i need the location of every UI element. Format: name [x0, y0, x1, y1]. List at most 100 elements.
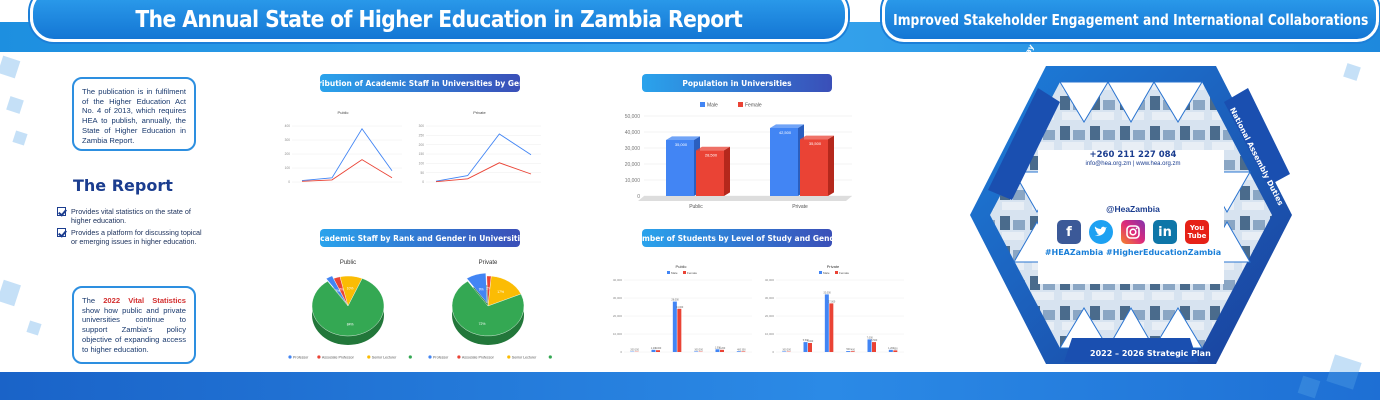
level-bar-chart-private: Private Male Female 40,000 30,000 20,000 10,00…: [765, 264, 904, 354]
series-line-male: [301, 127, 393, 182]
legend-swatch-male: [819, 271, 822, 274]
bar-female: [872, 342, 876, 352]
data-label: 32,000: [823, 291, 831, 294]
series-line-female: [301, 159, 393, 182]
data-label: 5,500: [871, 339, 878, 342]
deco-square: [6, 96, 24, 114]
level-gender-title: Number of Students by Level of Study and…: [630, 229, 844, 247]
y-tick-label: 0: [637, 194, 640, 200]
hashtags: #HEAZambia #HigherEducationZambia: [1044, 248, 1222, 257]
legend-label: Male: [671, 271, 678, 275]
pie-slice-lecturer: [451, 280, 525, 337]
pie-slice-professor: [466, 272, 488, 304]
y-tick-label: 300: [419, 124, 425, 128]
y-tick-label: 50: [420, 171, 424, 175]
contact-center: +260 211 227 084 info@hea.org.zm | www.h…: [1038, 150, 1228, 290]
y-tick-label: 20,000: [625, 162, 641, 168]
facebook-icon[interactable]: f: [1057, 220, 1081, 244]
legend-label: Professor: [433, 355, 449, 359]
intro-text: The publication is in fulfilment of the …: [82, 87, 186, 145]
legend-label: Associate Professor: [462, 355, 495, 359]
report-heading: The Report: [73, 176, 173, 195]
y-tick-label: 0: [772, 350, 774, 354]
data-label: 1,500: [715, 346, 722, 349]
page-subtitle: Improved Stakeholder Engagement and Inte…: [892, 11, 1369, 29]
bullet-text: Provides a platform for discussing topic…: [71, 228, 202, 246]
y-tick-label: 40,000: [613, 278, 623, 282]
y-tick-label: 300: [285, 138, 291, 142]
legend-swatch-male: [667, 271, 670, 274]
data-label: 7,000: [867, 336, 874, 339]
chart-title: Public: [340, 260, 356, 266]
bottom-band: [0, 372, 1380, 400]
bar-top: [666, 136, 700, 140]
twitter-icon[interactable]: [1089, 220, 1113, 244]
bar-female: [696, 150, 724, 196]
deco-square: [12, 130, 28, 146]
pie-chart-private: Private 9% 2% 17% 72% Professor Associate Prof…: [428, 260, 552, 359]
deco-square: [1343, 63, 1361, 81]
legend-swatch-female: [738, 102, 743, 107]
rank-gender-title: Number Of Academic Staff by Rank and Gen…: [266, 229, 574, 247]
data-label: 500: [846, 348, 851, 351]
legend-swatch: [288, 355, 292, 359]
population-title: Population in Universities: [642, 74, 832, 92]
data-label: 1,200: [888, 347, 895, 350]
legend-label: Female: [687, 271, 697, 275]
legend-swatch: [428, 355, 432, 359]
line-chart-private: Private 300 250 200 150 100 50 0: [412, 104, 547, 196]
data-label: 1,200: [651, 347, 658, 350]
legend-label: Female: [745, 103, 762, 109]
vital-highlight: 2022 Vital Statistics: [103, 296, 186, 305]
data-label: 400: [851, 348, 856, 351]
data-label: 1,000: [655, 347, 662, 350]
chart-title: Private: [473, 110, 486, 115]
y-tick-label: 0: [288, 180, 290, 184]
bar-male: [715, 349, 720, 352]
bar-male: [803, 342, 808, 352]
x-tick-label: Public: [689, 204, 703, 210]
series-line-female: [435, 162, 532, 183]
y-tick-label: 200: [419, 143, 425, 147]
y-tick-label: 10,000: [765, 332, 775, 336]
legend-swatch: [317, 355, 321, 359]
bar-male: [666, 140, 694, 196]
data-label: 200: [787, 349, 792, 352]
pie-slice-professor: [325, 275, 347, 304]
legend-swatch: [457, 355, 461, 359]
strategic-plan-banner: 2022 – 2026 Strategic Plan: [1090, 349, 1211, 358]
data-label: 28,000: [671, 299, 679, 302]
legend-label: Male: [823, 271, 830, 275]
staff-gender-title: Distribution of Academic Staff in Univer…: [301, 74, 539, 92]
y-tick-label: 100: [285, 166, 291, 170]
bar-female: [720, 349, 724, 352]
legend-label: Male: [707, 103, 718, 109]
y-tick-label: 200: [285, 152, 291, 156]
vital-text-post: show how public and private universities…: [82, 305, 186, 354]
y-tick-label: 250: [419, 134, 425, 138]
bar-female: [850, 351, 855, 352]
social-icons: f in You Tube: [1038, 220, 1228, 244]
youtube-icon[interactable]: You Tube: [1185, 220, 1209, 244]
level-bar-chart-public: Public Male Female 40,000 30,000 20,000 10,000…: [613, 264, 752, 354]
bar-female: [808, 343, 812, 352]
bullet-item: Provides vital statistics on the state o…: [57, 207, 207, 225]
instagram-icon[interactable]: [1121, 220, 1145, 244]
linkedin-icon[interactable]: in: [1153, 220, 1177, 244]
page-title: The Annual State of Higher Education in …: [135, 7, 743, 33]
series-line-male: [435, 133, 532, 182]
vital-text-pre: The: [82, 296, 104, 305]
subtitle-banner: Improved Stakeholder Engagement and Inte…: [882, 0, 1379, 42]
data-label: 27,000: [828, 300, 836, 303]
bar-female: [829, 303, 834, 352]
data-label: 200: [630, 349, 635, 352]
data-label: 200: [699, 349, 704, 352]
y-tick-label: 30,000: [625, 146, 641, 152]
legend-swatch-male: [700, 102, 705, 107]
pie-slice-lecturer: [311, 278, 385, 337]
bullet-text: Provides vital statistics on the state o…: [71, 207, 191, 225]
y-tick-label: 20,000: [613, 314, 623, 318]
y-tick-label: 20,000: [765, 314, 775, 318]
bar-male: [694, 351, 699, 352]
